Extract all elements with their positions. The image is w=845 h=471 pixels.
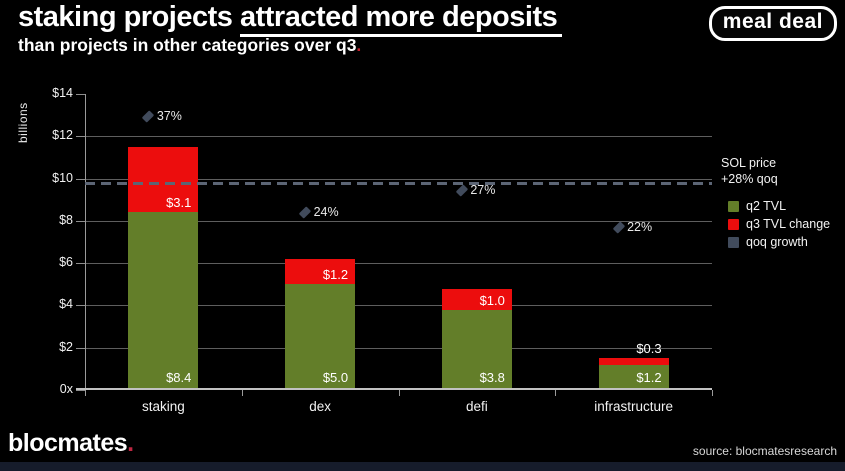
bar-segment-q3-dex: $1.2 [285, 258, 356, 285]
gridline-10 [85, 178, 712, 180]
brand-accent-period: . [127, 429, 134, 457]
bar-segment-q2-defi: $3.8 [441, 309, 512, 390]
bottom-accent-strip [0, 462, 845, 471]
x-axis-category-label: dex [309, 399, 332, 414]
y-axis-tick-mark [76, 347, 85, 349]
source-credit: source: blocmatesresearch [692, 444, 837, 458]
bar-value-label: $8.4 [166, 370, 192, 385]
sol-price-line2: +28% qoq [721, 172, 778, 187]
diamond-icon [142, 110, 155, 123]
bar-segment-q2-dex: $5.0 [285, 284, 356, 390]
qoq-growth-percent-label: 24% [313, 205, 339, 220]
bar-value-label: $5.0 [322, 370, 349, 385]
page-title: staking projects attracted more deposits [18, 1, 563, 37]
x-axis-category-label: staking [141, 399, 185, 414]
y-axis-tick-label: $2 [59, 339, 73, 354]
legend-item: qoq growth [728, 233, 830, 251]
y-axis-tick-mark [76, 305, 85, 307]
gridline-6 [85, 263, 712, 265]
meal-deal-logo: meal deal [708, 6, 837, 41]
qoq-growth-marker: 37% [142, 109, 182, 124]
qoq-growth-percent-label: 22% [627, 220, 653, 235]
legend-swatch-icon [728, 200, 739, 212]
y-axis-tick-label: $8 [59, 212, 73, 227]
title-underlined-part: attracted more deposits [239, 1, 563, 37]
legend-item-label: q3 TVL change [746, 217, 831, 231]
chart-legend: q2 TVL q3 TVL change qoq growth [728, 197, 830, 251]
gridline-8 [85, 220, 712, 222]
y-axis-tick-label: 0x [59, 382, 73, 396]
bar-segment-q3-defi: $1.0 [441, 288, 512, 310]
y-axis-line [85, 94, 86, 396]
x-axis-tick-mark [241, 390, 243, 396]
page-subtitle: than projects in other categories over q… [18, 35, 362, 55]
bar-value-label: $3.8 [479, 370, 505, 385]
x-axis-category-label: infrastructure [594, 399, 674, 414]
bar-value-label: $0.3 [636, 341, 662, 357]
legend-item-label: q2 TVL [746, 199, 787, 213]
bar-segment-q3-infrastructure: $0.3 [598, 341, 669, 365]
y-axis-tick-mark [76, 263, 85, 265]
qoq-growth-marker: 24% [298, 205, 339, 220]
bar-segment-q2-infrastructure: $1.2 [598, 364, 669, 390]
bar-value-label: $1.2 [636, 370, 662, 385]
y-axis-tick-mark [76, 390, 85, 391]
y-axis-tick-mark [76, 178, 85, 180]
x-axis-line [76, 388, 712, 390]
bar-segment-q3-staking: $3.1 [128, 146, 199, 213]
bar-value-label: $1.0 [479, 292, 505, 308]
diamond-icon [298, 206, 312, 219]
bar-value-label: $1.2 [322, 267, 349, 283]
x-axis-tick-mark [712, 390, 713, 396]
legend-item-label: qoq growth [746, 235, 808, 249]
qoq-growth-percent-label: 27% [470, 183, 496, 198]
legend-item: q2 TVL [728, 197, 830, 215]
y-axis-unit-label: billions [16, 102, 30, 144]
y-axis-tick-mark [76, 136, 85, 138]
y-axis-tick-mark [76, 220, 85, 222]
qoq-growth-percent-label: 37% [156, 109, 182, 124]
subtitle-accent-period: . [356, 35, 362, 55]
qoq-growth-marker: 22% [612, 220, 653, 235]
diamond-icon [455, 184, 469, 197]
y-axis-tick-mark [76, 94, 85, 95]
x-axis-tick-mark [398, 390, 400, 396]
blocmates-logo: blocmates. [8, 429, 134, 457]
y-axis-tick-label: $12 [52, 128, 73, 143]
y-axis-tick-label: $6 [59, 255, 73, 270]
gridline-4 [85, 305, 712, 307]
bar-value-label: $3.1 [166, 195, 192, 211]
qoq-growth-marker: 27% [455, 183, 496, 198]
title-plain-part: staking projects [18, 1, 240, 33]
legend-item: q3 TVL change [728, 215, 830, 233]
y-axis-tick-label: $4 [59, 297, 73, 312]
plot-area: $14 $12 $10 $8 $6 $4 $2 0x $8.4 $3.1 37% staking $5.… [52, 86, 713, 414]
sol-price-annotation: SOL price +28% qoq [721, 155, 778, 188]
y-axis-tick-label: $10 [52, 170, 73, 185]
gridline-2 [85, 347, 712, 349]
bar-segment-q2-staking: $8.4 [128, 212, 199, 390]
diamond-icon [612, 221, 625, 234]
legend-swatch-icon [728, 236, 739, 248]
sol-price-reference-line [85, 181, 712, 185]
y-axis-tick-label: $14 [52, 86, 73, 100]
x-axis-category-label: defi [465, 399, 488, 414]
legend-swatch-icon [728, 218, 739, 230]
gridline-12 [85, 136, 712, 138]
x-axis-tick-mark [555, 390, 557, 396]
sol-price-line1: SOL price [721, 156, 777, 170]
